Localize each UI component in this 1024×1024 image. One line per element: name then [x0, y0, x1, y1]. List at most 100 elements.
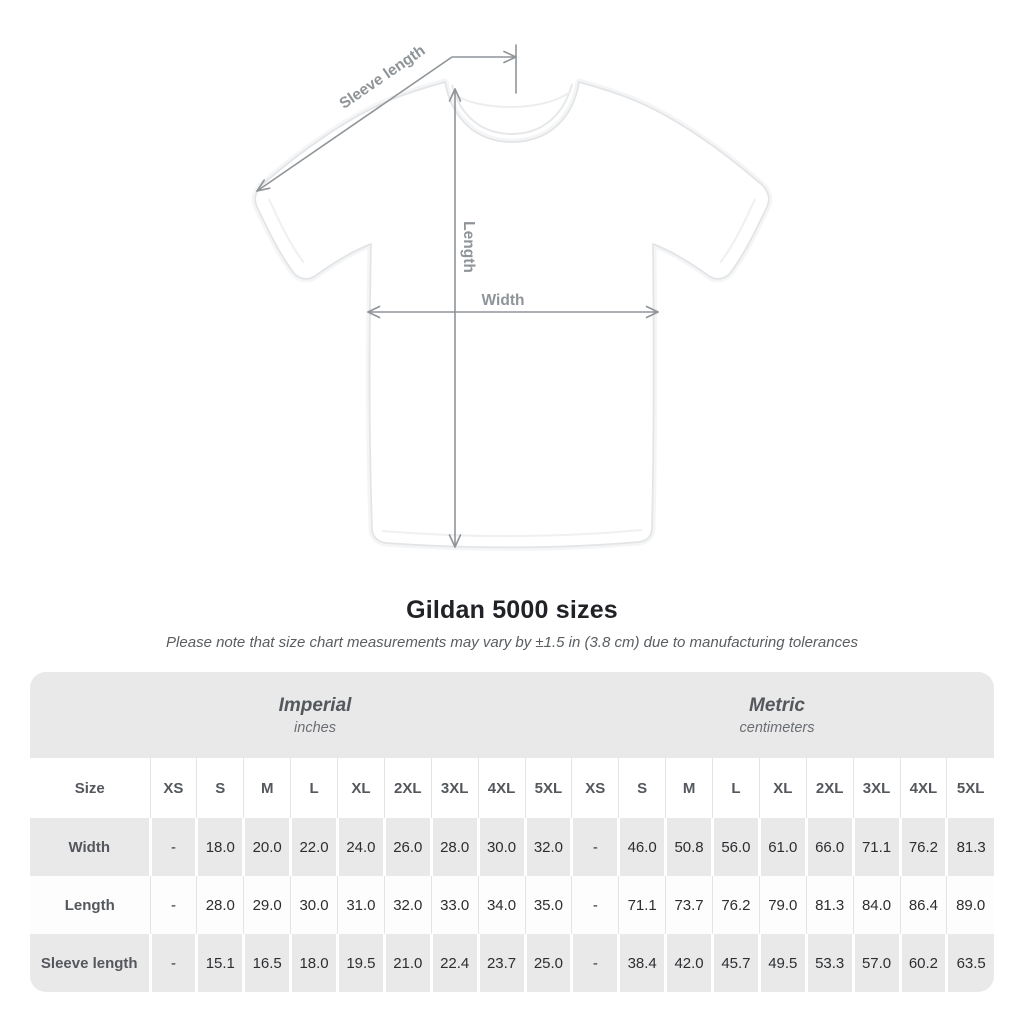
imperial-group-header: Imperial inches	[30, 672, 572, 758]
page-title: Gildan 5000 sizes	[406, 596, 618, 624]
cell: 28.0	[196, 876, 244, 934]
cell: 18.0	[289, 934, 338, 992]
collar-rib-line	[451, 83, 573, 136]
size-header: XS	[571, 758, 619, 818]
cell: -	[570, 934, 619, 992]
size-header: 2XL	[383, 758, 432, 818]
cell: 26.0	[382, 818, 432, 876]
cell: -	[570, 818, 619, 876]
size-header: XL	[337, 758, 385, 818]
cell: 28.0	[429, 818, 479, 876]
size-header: S	[196, 758, 244, 818]
cell: -	[148, 818, 197, 876]
size-header: 4XL	[899, 758, 947, 818]
size-header: M	[243, 758, 291, 818]
cell: 21.0	[382, 934, 432, 992]
row-label: Length	[30, 876, 150, 934]
cell: 30.0	[290, 876, 338, 934]
cell: 35.0	[524, 876, 572, 934]
tshirt-illustration: Sleeve length Length Width	[251, 42, 773, 551]
cell: 33.0	[430, 876, 479, 934]
size-header: L	[290, 758, 338, 818]
cell: 16.5	[242, 934, 291, 992]
imperial-title: Imperial	[278, 694, 352, 716]
size-header: 3XL	[430, 758, 479, 818]
cell: 81.3	[945, 818, 994, 876]
cell: 76.2	[712, 876, 760, 934]
cell: 19.5	[336, 934, 385, 992]
row-label: Width	[30, 818, 150, 876]
cell: -	[148, 934, 197, 992]
cell: 22.0	[289, 818, 338, 876]
length-label: Length	[460, 221, 477, 273]
size-header: XS	[149, 758, 197, 818]
cell: 38.4	[617, 934, 666, 992]
size-header: M	[665, 758, 713, 818]
cell: 56.0	[711, 818, 760, 876]
cell: 42.0	[664, 934, 713, 992]
width-label: Width	[482, 292, 525, 309]
cell: 60.2	[898, 934, 947, 992]
cell: 30.0	[476, 818, 525, 876]
cell: 89.0	[946, 876, 994, 934]
right-sleeve-seam	[719, 198, 756, 264]
cell: 61.0	[757, 818, 807, 876]
cell: 53.3	[804, 934, 854, 992]
cell: 63.5	[945, 934, 994, 992]
tshirt-outline	[254, 81, 770, 549]
sleeve-length-measure-line	[256, 44, 517, 192]
left-sleeve-seam	[268, 198, 305, 264]
size-header: L	[712, 758, 760, 818]
row-label: Sleeve length	[30, 934, 150, 992]
units-band: Imperial inches Metric centimeters	[30, 672, 994, 758]
cell: 22.4	[429, 934, 479, 992]
size-header: 5XL	[524, 758, 572, 818]
cell: 24.0	[336, 818, 385, 876]
cell: 34.0	[477, 876, 525, 934]
cell: 71.1	[618, 876, 666, 934]
size-chart-table: Size XS S M L XL 2XL 3XL 4XL 5XL XS S M …	[30, 758, 994, 992]
cell: 29.0	[243, 876, 291, 934]
size-header: 3XL	[852, 758, 900, 818]
cell: 86.4	[899, 876, 947, 934]
cell: -	[149, 876, 197, 934]
imperial-unit: inches	[294, 719, 336, 736]
table-row-length: Length - 28.0 29.0 30.0 31.0 32.0 33.0 3…	[30, 876, 994, 934]
size-header-row: Size XS S M L XL 2XL 3XL 4XL 5XL XS S M …	[30, 758, 994, 818]
cell: 66.0	[804, 818, 854, 876]
cell: 25.0	[523, 934, 572, 992]
cell: 76.2	[898, 818, 947, 876]
size-header: 2XL	[805, 758, 854, 818]
cell: 50.8	[664, 818, 713, 876]
size-chart-card: Imperial inches Metric centimeters Size …	[30, 672, 994, 992]
cell: 20.0	[242, 818, 291, 876]
table-row-width: Width - 18.0 20.0 22.0 24.0 26.0 28.0 30…	[30, 818, 994, 876]
metric-title: Metric	[749, 694, 805, 716]
cell: 15.1	[195, 934, 244, 992]
cell: 79.0	[758, 876, 807, 934]
cell: 18.0	[195, 818, 244, 876]
page-subtitle: Please note that size chart measurements…	[166, 634, 858, 651]
cell: 31.0	[337, 876, 385, 934]
metric-group-header: Metric centimeters	[572, 672, 994, 758]
size-header: S	[618, 758, 666, 818]
length-measure-line	[448, 88, 462, 548]
cell: -	[571, 876, 619, 934]
collar-back-line	[451, 90, 572, 108]
cell: 57.0	[851, 934, 900, 992]
table-row-sleeve-length: Sleeve length - 15.1 16.5 18.0 19.5 21.0…	[30, 934, 994, 992]
cell: 71.1	[851, 818, 900, 876]
width-measure-line	[367, 305, 659, 319]
cell: 32.0	[383, 876, 432, 934]
cell: 84.0	[852, 876, 900, 934]
metric-unit: centimeters	[739, 719, 815, 736]
size-header: 4XL	[477, 758, 525, 818]
size-header: 5XL	[946, 758, 994, 818]
size-corner-header: Size	[30, 758, 150, 818]
cell: 73.7	[665, 876, 713, 934]
size-header: XL	[758, 758, 807, 818]
hem-stitch-line	[381, 529, 643, 538]
cell: 46.0	[617, 818, 666, 876]
cell: 45.7	[711, 934, 760, 992]
